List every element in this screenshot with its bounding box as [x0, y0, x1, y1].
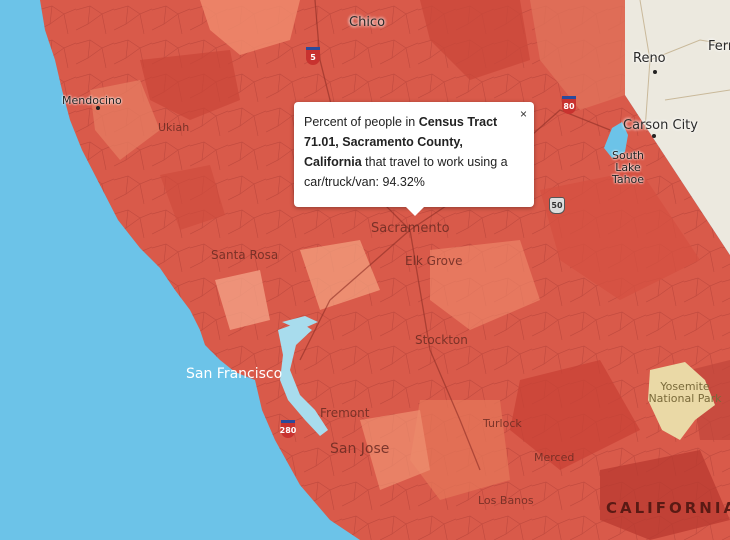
us-50-shield: 50	[549, 197, 565, 214]
place-label-fremont: Fremont	[320, 406, 370, 420]
reno-dot	[653, 70, 657, 74]
san-pablo-bay	[282, 316, 318, 330]
place-label-stockton: Stockton	[415, 333, 468, 347]
tract-info-popup: × Percent of people in Census Tract 71.0…	[294, 102, 534, 207]
popup-tract-name: Census Tract 71.01, Sacramento County, C…	[304, 115, 498, 169]
lake-tahoe	[604, 122, 628, 158]
place-label-reno: Reno	[633, 51, 666, 66]
popup-pointer	[405, 206, 425, 216]
place-label-merced: Merced	[534, 451, 575, 464]
popup-suffix: that travel to work using a car/truck/va…	[304, 155, 508, 189]
sf-bay	[278, 322, 328, 436]
tract-patches	[90, 0, 730, 540]
place-label-sacramento: Sacramento	[371, 221, 450, 236]
place-label-south-lake-tahoe: South Lake Tahoe	[611, 149, 645, 186]
nevada-land	[625, 0, 730, 255]
place-label-san-francisco: San Francisco	[186, 366, 283, 382]
place-label-ukiah: Ukiah	[158, 121, 190, 134]
interstate-80-shield: 80	[562, 96, 576, 114]
place-label-los-banos: Los Banos	[478, 494, 534, 507]
carson-city-dot	[652, 134, 656, 138]
place-label-mendocino: Mendocino	[62, 94, 122, 107]
place-label-santa-rosa: Santa Rosa	[211, 248, 279, 262]
popup-value: 94.32%	[382, 175, 425, 189]
popup-close-button[interactable]: ×	[519, 107, 527, 121]
place-label-chico: Chico	[349, 15, 386, 30]
state-label-california: CALIFORNIA	[606, 499, 730, 517]
place-label-carson-city: Carson City	[623, 118, 698, 133]
place-label-ferry: Ferr	[708, 39, 730, 54]
place-label-turlock: Turlock	[483, 417, 522, 430]
nevada-roads	[639, 0, 730, 131]
yosemite-park-area	[648, 362, 715, 440]
interstate-280-shield: 280	[280, 420, 296, 438]
place-label-san-jose: San Jose	[330, 441, 390, 457]
place-label-yosemite: Yosemite National Park	[648, 380, 722, 405]
interstate-5-shield: 5	[306, 47, 320, 65]
mendocino-dot	[96, 106, 100, 110]
place-label-elk-grove: Elk Grove	[405, 254, 463, 268]
popup-prefix: Percent of people in	[304, 115, 416, 129]
